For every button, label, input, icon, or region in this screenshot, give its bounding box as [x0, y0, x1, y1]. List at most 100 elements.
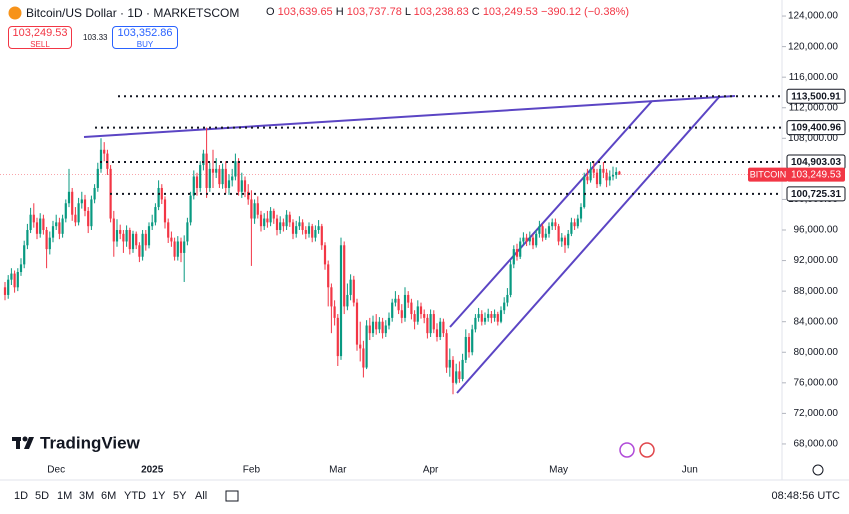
- candle-body: [403, 294, 407, 318]
- candle-body: [231, 176, 234, 181]
- candle-body: [371, 321, 375, 334]
- candle-body: [503, 302, 506, 311]
- candle-body: [243, 180, 247, 192]
- candle-body: [291, 222, 295, 234]
- buy-button[interactable]: 103,352.86 BUY: [112, 26, 178, 49]
- label: L: [404, 6, 411, 18]
- candle-body: [579, 207, 583, 219]
- candle-body: [592, 168, 595, 173]
- candle-body: [560, 237, 563, 242]
- candle-body: [493, 314, 496, 318]
- candle-body: [570, 222, 573, 234]
- candle-body: [10, 273, 13, 280]
- candle-body: [327, 264, 330, 288]
- candle-body: [122, 233, 125, 242]
- settings-icon[interactable]: [812, 464, 824, 476]
- event-icon[interactable]: [619, 442, 635, 458]
- candle-body: [176, 241, 179, 257]
- candle-body: [285, 214, 288, 227]
- date-range-icon[interactable]: [225, 490, 239, 502]
- y-tick-label: 108,000.00: [788, 133, 838, 144]
- candle-body: [528, 237, 531, 242]
- candle-body: [551, 222, 554, 227]
- candle-body: [39, 218, 42, 234]
- candle-body: [567, 233, 570, 246]
- candle-body: [474, 317, 477, 330]
- candle-body: [362, 348, 365, 368]
- candle-body: [519, 241, 522, 257]
- candle-body: [275, 218, 279, 230]
- candle-body: [99, 149, 103, 169]
- candle-body: [179, 241, 183, 253]
- candle-body: [499, 310, 503, 322]
- candle-body: [304, 230, 307, 234]
- candle-body: [29, 214, 32, 230]
- x-tick-label: Dec: [47, 465, 65, 476]
- range-button[interactable]: All: [195, 490, 208, 502]
- value: 103,238.83: [413, 6, 469, 18]
- candle-body: [51, 226, 55, 238]
- candle-body: [407, 294, 410, 303]
- candle-body: [429, 314, 432, 334]
- label: H: [335, 6, 344, 18]
- change: −390.12 (−0.38%): [540, 6, 630, 18]
- event-icon[interactable]: [639, 442, 655, 458]
- y-tick-label: 96,000.00: [794, 225, 839, 236]
- candle-body: [515, 249, 519, 257]
- candle-body: [432, 314, 435, 330]
- candle-body: [269, 210, 272, 223]
- candle-body: [135, 233, 138, 246]
- candle-body: [320, 226, 323, 246]
- symbol-icon: [8, 6, 22, 20]
- candle-body: [381, 321, 384, 334]
- candle-body: [272, 210, 275, 219]
- candle-body: [151, 222, 154, 227]
- range-button[interactable]: 5D: [35, 490, 50, 502]
- candle-body: [442, 321, 445, 334]
- range-button[interactable]: 5Y: [173, 490, 187, 502]
- candle-body: [298, 222, 301, 227]
- level-label: 104,903.03: [791, 157, 841, 168]
- range-button[interactable]: 1D: [14, 490, 29, 502]
- candle-body: [211, 168, 215, 173]
- candle-body: [301, 222, 304, 230]
- candle-body: [173, 241, 176, 257]
- value: 103,639.65: [277, 6, 333, 18]
- candle-body: [557, 226, 560, 242]
- candle-body: [263, 218, 266, 227]
- level-tag: [786, 88, 846, 104]
- candle-body: [535, 233, 538, 246]
- candle-body: [35, 222, 39, 234]
- value: 103,737.78: [346, 6, 402, 18]
- candle-body: [583, 176, 586, 208]
- candle-body: [74, 214, 77, 223]
- candle-body: [253, 203, 256, 219]
- candle-body: [618, 171, 621, 175]
- candle-body: [19, 264, 23, 273]
- candle-body: [192, 176, 195, 196]
- candle-body: [131, 233, 135, 250]
- candle-body: [467, 336, 471, 353]
- price-tag: [787, 167, 845, 182]
- candle-body: [563, 237, 567, 246]
- candle-body: [461, 359, 464, 380]
- candle-body: [464, 336, 467, 360]
- range-button[interactable]: 1Y: [152, 490, 166, 502]
- y-tick-label: 76,000.00: [794, 377, 839, 388]
- range-button[interactable]: 6M: [101, 490, 117, 502]
- candle-body: [368, 325, 371, 334]
- range-button[interactable]: 1M: [57, 490, 73, 502]
- candle-body: [586, 176, 589, 181]
- candle-body: [333, 306, 336, 318]
- candle-body: [419, 306, 423, 315]
- price-tag-label: 103,249.53: [791, 170, 841, 181]
- candle-body: [576, 218, 579, 227]
- candle-body: [141, 233, 144, 257]
- x-tick-label: Jun: [682, 465, 698, 476]
- sell-button[interactable]: 103,249.53 SELL: [8, 26, 72, 49]
- range-button[interactable]: YTD: [124, 490, 146, 502]
- range-button[interactable]: 3M: [79, 490, 95, 502]
- candle-body: [112, 218, 115, 242]
- candle-body: [160, 187, 163, 200]
